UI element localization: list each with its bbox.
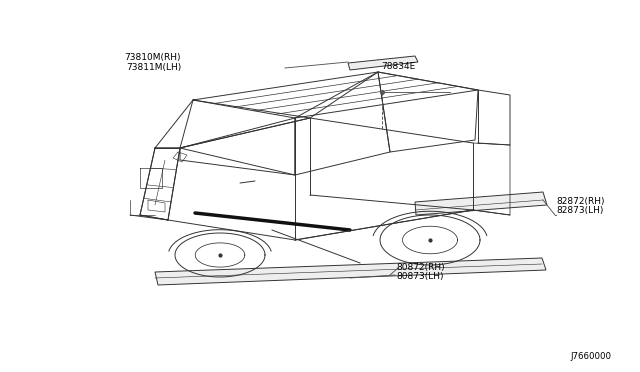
Text: 82873(LH): 82873(LH) [557, 206, 604, 215]
Polygon shape [155, 258, 546, 285]
Text: 82872(RH): 82872(RH) [557, 197, 605, 206]
Polygon shape [415, 192, 547, 215]
Text: 80873(LH): 80873(LH) [397, 272, 444, 280]
Text: 73810M(RH): 73810M(RH) [125, 53, 181, 62]
Polygon shape [348, 56, 418, 70]
Text: 73811M(LH): 73811M(LH) [126, 63, 181, 72]
Text: 80872(RH): 80872(RH) [397, 263, 445, 272]
Text: 78834E: 78834E [381, 62, 415, 71]
Text: J7660000: J7660000 [570, 352, 611, 361]
